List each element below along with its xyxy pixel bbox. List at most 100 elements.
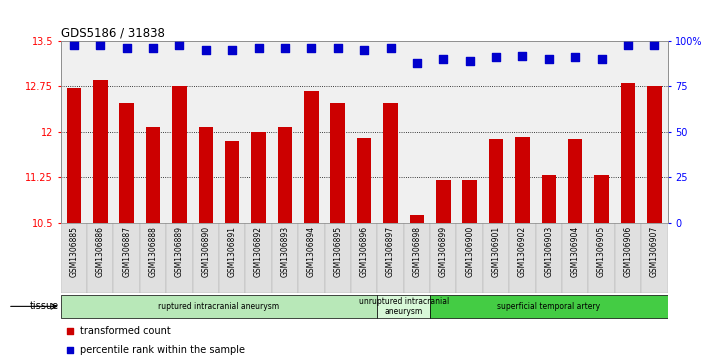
Text: GSM1306903: GSM1306903 <box>544 226 553 277</box>
Point <box>332 45 343 51</box>
Text: GSM1306900: GSM1306900 <box>466 226 474 277</box>
Bar <box>198 127 213 223</box>
Point <box>358 47 370 53</box>
Point <box>649 42 660 48</box>
Point <box>226 47 238 53</box>
Bar <box>647 86 662 223</box>
Text: GSM1306899: GSM1306899 <box>439 226 448 277</box>
Text: GSM1306901: GSM1306901 <box>491 226 501 277</box>
Bar <box>509 223 536 293</box>
Bar <box>489 139 503 223</box>
Text: GSM1306907: GSM1306907 <box>650 226 659 277</box>
Point <box>385 45 396 51</box>
Text: GSM1306896: GSM1306896 <box>360 226 368 277</box>
Bar <box>562 223 588 293</box>
Bar <box>140 223 166 293</box>
Bar <box>87 223 114 293</box>
Bar <box>641 223 668 293</box>
Bar <box>219 223 246 293</box>
Point <box>68 42 79 48</box>
Text: transformed count: transformed count <box>80 326 171 336</box>
Text: GSM1306886: GSM1306886 <box>96 226 105 277</box>
Bar <box>377 223 403 293</box>
Bar <box>325 223 351 293</box>
Point <box>491 54 502 60</box>
Point <box>253 45 264 51</box>
Text: GSM1306885: GSM1306885 <box>69 226 79 277</box>
Bar <box>463 180 477 223</box>
Text: percentile rank within the sample: percentile rank within the sample <box>80 345 245 355</box>
Bar <box>588 223 615 293</box>
Text: superficial temporal artery: superficial temporal artery <box>497 302 600 311</box>
Text: GSM1306904: GSM1306904 <box>570 226 580 277</box>
Bar <box>357 138 371 223</box>
Text: unruptured intracranial
aneurysm: unruptured intracranial aneurysm <box>358 297 449 316</box>
Bar <box>146 127 161 223</box>
Bar <box>251 132 266 223</box>
Point <box>517 53 528 58</box>
Bar <box>351 223 377 293</box>
Bar <box>119 103 134 223</box>
Bar <box>331 103 345 223</box>
Text: tissue: tissue <box>30 301 59 311</box>
Bar <box>430 223 456 293</box>
Point <box>464 58 476 64</box>
Text: GSM1306887: GSM1306887 <box>122 226 131 277</box>
Point <box>64 328 76 334</box>
Point <box>94 42 106 48</box>
Text: GSM1306897: GSM1306897 <box>386 226 395 277</box>
Point <box>200 47 211 53</box>
Text: ruptured intracranial aneurysm: ruptured intracranial aneurysm <box>159 302 280 311</box>
Bar <box>225 141 239 223</box>
Point <box>121 45 132 51</box>
Bar <box>403 223 430 293</box>
Bar <box>568 139 583 223</box>
Bar <box>594 175 609 223</box>
Point <box>306 45 317 51</box>
Text: GSM1306902: GSM1306902 <box>518 226 527 277</box>
Text: GDS5186 / 31838: GDS5186 / 31838 <box>61 27 164 40</box>
Bar <box>246 223 272 293</box>
Bar <box>93 80 108 223</box>
Bar <box>620 83 635 223</box>
Bar <box>430 295 668 318</box>
Point <box>64 347 76 353</box>
Bar <box>166 223 193 293</box>
Text: GSM1306892: GSM1306892 <box>254 226 263 277</box>
Bar <box>377 295 430 318</box>
Text: GSM1306891: GSM1306891 <box>228 226 237 277</box>
Bar <box>615 223 641 293</box>
Bar <box>172 86 186 223</box>
Text: GSM1306890: GSM1306890 <box>201 226 211 277</box>
Text: GSM1306905: GSM1306905 <box>597 226 606 277</box>
Bar <box>456 223 483 293</box>
Bar <box>298 223 325 293</box>
Point <box>623 42 634 48</box>
Point <box>174 42 185 48</box>
Text: GSM1306894: GSM1306894 <box>307 226 316 277</box>
Point <box>543 56 555 62</box>
Bar <box>516 136 530 223</box>
Point <box>596 56 608 62</box>
Bar <box>61 295 377 318</box>
Text: GSM1306906: GSM1306906 <box>623 226 633 277</box>
Bar <box>114 223 140 293</box>
Text: GSM1306893: GSM1306893 <box>281 226 289 277</box>
Text: GSM1306895: GSM1306895 <box>333 226 342 277</box>
Point <box>147 45 159 51</box>
Text: GSM1306889: GSM1306889 <box>175 226 184 277</box>
Point <box>438 56 449 62</box>
Bar <box>193 223 219 293</box>
Bar <box>61 223 87 293</box>
Bar <box>483 223 509 293</box>
Bar <box>383 103 398 223</box>
Bar <box>410 215 424 223</box>
Point <box>570 54 581 60</box>
Bar <box>66 88 81 223</box>
Bar <box>542 175 556 223</box>
Bar <box>536 223 562 293</box>
Bar <box>278 127 292 223</box>
Bar <box>436 180 451 223</box>
Bar <box>272 223 298 293</box>
Point <box>279 45 291 51</box>
